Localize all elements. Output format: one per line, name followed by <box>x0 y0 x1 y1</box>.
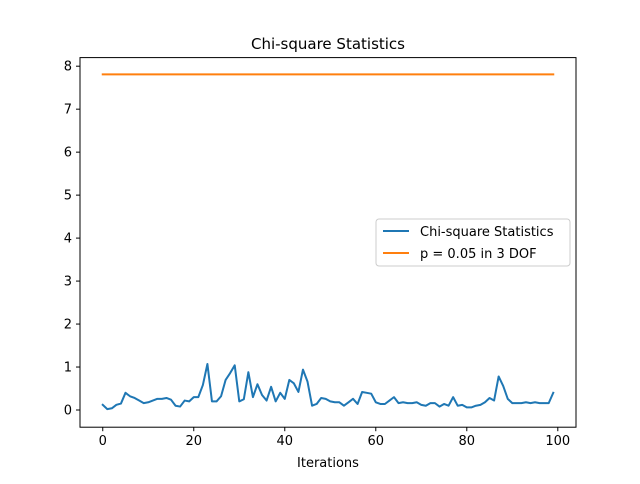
x-tick-label: 0 <box>99 434 107 449</box>
x-tick-label: 100 <box>545 434 570 449</box>
x-axis-label: Iterations <box>297 456 359 471</box>
legend-label-chi-square: Chi-square Statistics <box>420 225 554 240</box>
x-tick-label: 60 <box>368 434 385 449</box>
y-tick-label: 6 <box>64 146 72 161</box>
x-tick-label: 20 <box>185 434 202 449</box>
y-tick-label: 7 <box>64 103 72 118</box>
series-line-chi-square <box>101 363 555 411</box>
plot-area <box>101 73 555 411</box>
y-tick-label: 8 <box>64 60 72 75</box>
axes-frame <box>79 57 577 428</box>
chart-title: Chi-square Statistics <box>251 35 405 53</box>
y-tick-label: 5 <box>64 189 72 204</box>
axis-ticks: 0 20 40 60 80 100 0 1 2 3 4 5 6 7 8 <box>64 60 570 450</box>
y-tick-label: 3 <box>64 275 72 290</box>
y-tick-label: 4 <box>64 232 72 247</box>
legend-box <box>375 218 571 267</box>
legend-label-p-threshold: p = 0.05 in 3 DOF <box>420 247 537 262</box>
x-tick-label: 80 <box>459 434 476 449</box>
legend: Chi-square Statistics p = 0.05 in 3 DOF <box>375 218 571 267</box>
y-tick-label: 0 <box>64 404 72 419</box>
x-tick-label: 40 <box>276 434 293 449</box>
y-tick-label: 1 <box>64 361 72 376</box>
y-tick-label: 2 <box>64 318 72 333</box>
